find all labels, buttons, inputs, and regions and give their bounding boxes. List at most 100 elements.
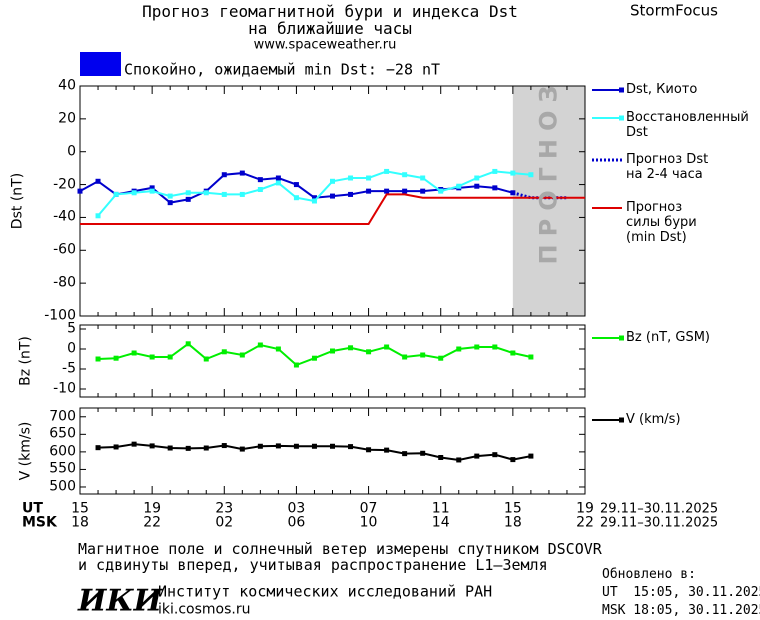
panel-frame [79,85,586,317]
data-point [402,354,408,360]
data-point [239,170,245,176]
y-tick-label: 0 [67,340,76,357]
data-point [420,188,426,194]
y-tick-label: 0 [67,143,76,160]
site: iki.cosmos.ru [158,601,251,618]
data-point [348,345,354,351]
x-tick-label: 19 [576,500,594,517]
data-point [348,191,354,197]
data-point [95,356,101,362]
data-point [239,191,245,197]
x-tick-label-msk: 18 [503,514,522,531]
y-tick-label: -20 [53,176,76,193]
data-point [402,172,408,178]
data-point [311,355,317,361]
data-point [330,348,335,354]
updated: Обновлено в: UT 15:05, 30.11.2025 MSK 18… [602,567,760,618]
legend-label: Dst, Киото [626,82,698,97]
legend-label: V (km/s) [626,412,681,427]
data-point [221,191,227,197]
data-point [474,453,480,459]
data-point [257,177,263,183]
data-point [311,195,317,201]
panel-frame [79,407,586,495]
data-point [185,196,191,202]
data-point [221,443,227,449]
data-point [438,355,444,361]
y-axis-label: Dst (nT) [9,172,26,230]
data-point [149,188,155,194]
data-point [167,354,173,360]
y-tick-label: -80 [53,274,76,291]
data-point [384,168,390,174]
data-point [528,172,534,178]
data-point [167,193,173,199]
date-range: 29.11–30.11.2025 [600,501,719,517]
x-tick-label: 07 [359,500,378,517]
data-point [239,446,245,452]
panel-frame [79,324,586,398]
data-point [113,444,119,450]
y-axis-label: Bz (nT) [17,336,34,386]
data-point [185,190,191,196]
data-point [293,195,299,201]
data-point [420,175,426,181]
y-tick-label: 700 [49,408,76,425]
data-point [420,450,426,456]
x-tick-label: 23 [215,500,234,517]
y-tick-label: -100 [44,307,76,324]
data-point [113,191,119,197]
time-row-label: MSK [22,514,57,531]
data-point [456,183,462,189]
data-point [492,168,498,174]
data-point [420,352,426,358]
data-point [474,175,480,181]
forecast-label: ПРОГНОЗ [534,77,563,265]
data-point [275,175,281,181]
x-tick-label-msk: 14 [431,514,450,531]
data-point [492,344,498,350]
legend-marker [619,87,624,93]
data-point [528,354,534,360]
data-point [131,441,137,447]
legend-marker [619,417,624,423]
legend-marker [619,335,624,341]
y-tick-label: 20 [58,110,76,127]
legend-marker [619,115,624,121]
data-point [257,443,263,449]
data-point [311,198,317,204]
y-tick-label: -60 [53,241,76,258]
legend-label: Прогноз силы бури (min Dst) [626,200,697,245]
data-point [311,443,317,449]
y-tick-label: 5 [67,320,76,337]
y-tick-label: -40 [53,208,76,225]
data-point [438,454,444,460]
logo: ИКИ [78,583,162,619]
data-point [131,350,137,356]
data-point [95,178,101,184]
data-point [203,445,209,451]
legend-label: Bz (nT, GSM) [626,330,711,345]
series-line [97,342,532,367]
data-point [492,452,498,458]
y-axis-label: V (km/s) [17,421,34,481]
data-point [510,457,516,463]
data-point [203,190,209,196]
legend-label: Восстановленный Dst [626,110,749,140]
x-tick-label-msk: 10 [359,514,378,531]
data-point [149,185,155,191]
data-point [510,350,516,356]
y-tick-label: 600 [49,443,76,460]
y-tick-label: 550 [49,460,76,477]
data-point [77,188,83,194]
brand: StormFocus [630,1,718,20]
x-tick-label-msk: 06 [287,514,306,531]
data-point [384,447,390,453]
data-point [474,183,480,189]
data-point [203,356,209,362]
data-point [257,187,263,192]
x-tick-label-msk: 22 [143,514,162,531]
x-tick-label: 03 [287,500,306,517]
data-point [149,354,155,360]
